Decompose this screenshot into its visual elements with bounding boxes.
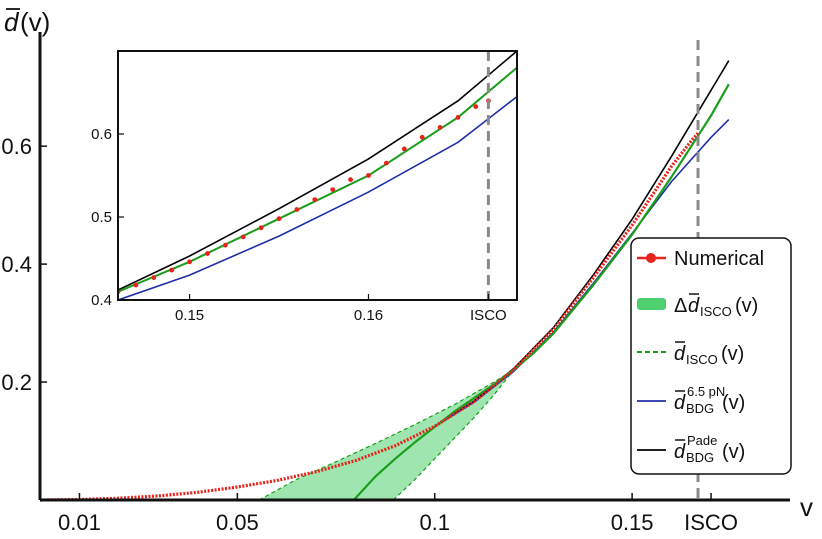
legend-arg: (v): [722, 392, 745, 414]
x-axis-label: v: [800, 492, 813, 522]
inset-numerical-point: [312, 197, 318, 203]
y-axis-label-arg: (v): [20, 7, 50, 37]
inset-numerical-point: [151, 275, 157, 280]
inset-numerical-point: [330, 187, 336, 193]
y-axis-label-symbol: d: [4, 7, 20, 37]
y-axis-label: d (v): [4, 7, 50, 37]
inset-numerical-point: [348, 177, 353, 183]
inset-numerical-point: [455, 115, 461, 120]
legend-item-disco: d ISCO (v): [637, 341, 744, 367]
inset-series-bdg65: [118, 95, 517, 300]
legend-prefix: Δ: [674, 295, 687, 317]
x-tick-label: 0.1: [419, 510, 450, 535]
main-axes: [38, 32, 790, 502]
band-upper-edge: [258, 369, 515, 501]
inset-ticks: 0.15 0.16 ISCO 0.4 0.5 0.6: [91, 126, 507, 324]
inset-series: [118, 51, 517, 300]
inset-numerical-point: [401, 146, 407, 152]
legend-marker: [646, 253, 656, 263]
legend-subscript: BDG: [686, 401, 714, 416]
legend-arg: (v): [722, 441, 745, 463]
inset-frame: [117, 50, 518, 301]
inset-series-disco: [118, 66, 517, 293]
legend-symbol: d: [674, 392, 686, 414]
legend-superscript: Pade: [687, 433, 717, 448]
legend-subscript: BDG: [686, 450, 714, 465]
legend-symbol: d: [674, 343, 686, 365]
legend-subscript: ISCO: [700, 304, 732, 319]
inset-numerical-point: [473, 104, 479, 109]
x-tick-label: 0.05: [216, 510, 259, 535]
legend-label: Numerical: [674, 248, 764, 270]
inset-plot: 0.15 0.16 ISCO 0.4 0.5 0.6: [91, 50, 518, 324]
inset-background: [118, 51, 517, 300]
inset-numerical-point: [223, 242, 228, 248]
inset-numerical-point: [419, 134, 425, 140]
inset-series-pade: [118, 51, 517, 291]
y-tick-label: 0.4: [1, 252, 32, 277]
inset-numerical-point: [366, 173, 371, 178]
legend-superscript: 6.5 pN: [687, 384, 725, 399]
y-tick-label: 0.6: [1, 134, 32, 159]
inset-x-tick-label: ISCO: [470, 307, 507, 324]
x-tick-label: 0.01: [58, 510, 101, 535]
main-plot: 0.01 0.05 0.1 0.15 ISCO 0.2 0.4 0.6: [1, 32, 790, 535]
inset-numerical-point: [169, 267, 175, 273]
legend-arg: (v): [721, 343, 744, 365]
isco-uncertainty-band: [259, 369, 514, 500]
inset-x-tick-label: 0.16: [354, 307, 383, 324]
inset-x-tick-label: 0.15: [175, 307, 204, 324]
inset-numerical-point: [187, 259, 193, 265]
inset-y-tick-label: 0.6: [91, 126, 112, 143]
legend-item-numerical: Numerical: [637, 248, 764, 270]
x-tick-label: 0.15: [611, 510, 654, 535]
y-tick-label: 0.2: [1, 370, 32, 395]
legend-box: [630, 237, 792, 475]
legend-arg: (v): [735, 295, 758, 317]
legend-swatch: [637, 298, 666, 310]
inset-numerical-point: [133, 282, 139, 288]
main-ticks: 0.01 0.05 0.1 0.15 ISCO 0.2 0.4 0.6: [1, 134, 738, 535]
main-series-numerical: [39, 132, 700, 502]
inset-numerical-point: [437, 125, 443, 130]
band-lower-edge: [392, 369, 515, 501]
inset-numerical-point: [205, 251, 210, 256]
inset-y-tick-label: 0.4: [91, 292, 112, 309]
inset-numerical-point: [240, 234, 246, 240]
legend-item-pade: d BDG Pade (v): [637, 433, 745, 465]
inset-numerical-point: [276, 216, 282, 222]
legend-symbol: d: [688, 295, 700, 317]
legend-symbol: d: [674, 441, 686, 463]
legend-item-bdg65: d BDG 6.5 pN(v): [637, 384, 745, 416]
inset-numerical-point: [384, 160, 389, 166]
inset-y-tick-label: 0.5: [91, 209, 112, 226]
inset-numerical-point: [258, 225, 264, 231]
legend-subscript: ISCO: [686, 352, 718, 367]
x-tick-label: ISCO: [684, 510, 738, 535]
inset-numerical-point: [294, 207, 300, 212]
